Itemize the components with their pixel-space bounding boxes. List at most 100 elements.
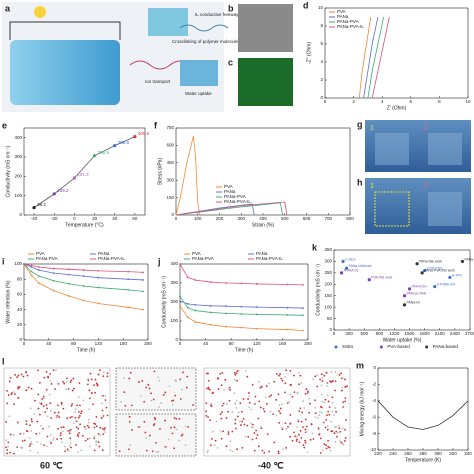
atom	[78, 415, 81, 417]
atom	[281, 403, 284, 406]
plot-frame	[23, 263, 149, 341]
panel-label: m	[356, 360, 364, 370]
atom	[305, 388, 308, 391]
atom	[7, 445, 9, 448]
atom	[278, 374, 280, 377]
atom	[229, 449, 232, 452]
photo-tag: 2	[424, 183, 428, 190]
atom	[71, 415, 73, 418]
atom	[171, 403, 174, 406]
atom	[296, 426, 299, 428]
atom	[71, 403, 74, 405]
atom	[259, 406, 262, 409]
series-line	[23, 263, 144, 273]
atom	[10, 393, 13, 395]
atom	[251, 423, 254, 426]
panel-label: e	[2, 120, 7, 130]
atom	[86, 383, 89, 386]
atom	[284, 422, 287, 425]
y-tick-label: 80	[17, 276, 23, 281]
atom	[210, 403, 213, 405]
atom	[186, 375, 189, 378]
atom	[333, 432, 336, 435]
atom	[299, 407, 302, 410]
atom	[100, 417, 103, 419]
atom	[289, 414, 292, 416]
atom	[253, 449, 256, 452]
atom	[7, 394, 10, 397]
atom	[241, 420, 244, 423]
atom	[225, 445, 228, 448]
atom	[279, 412, 282, 415]
legend-label: PANa-PVA-IL	[224, 199, 251, 204]
atom	[326, 394, 329, 397]
atom	[307, 390, 309, 393]
atom	[57, 411, 60, 414]
panel-label: a	[5, 3, 11, 13]
atom	[30, 387, 33, 390]
atom	[320, 412, 323, 414]
atom	[327, 400, 330, 403]
atom	[5, 439, 8, 442]
x-tick-label: 0	[179, 341, 182, 346]
md-inset	[115, 367, 197, 411]
atom	[49, 440, 52, 443]
atom	[78, 382, 81, 384]
atom	[14, 374, 16, 376]
atom	[87, 377, 89, 380]
x-tick-label: 600	[360, 331, 368, 336]
atom	[344, 378, 346, 381]
value-label: 306.9	[98, 150, 110, 155]
atom	[97, 441, 100, 443]
atom	[244, 435, 247, 438]
x-tick-label: 0	[23, 341, 26, 346]
atom	[145, 386, 148, 389]
point	[133, 134, 137, 139]
point	[186, 306, 189, 309]
atom	[9, 433, 12, 436]
x-tick-label: 600	[303, 216, 311, 221]
atom	[164, 391, 167, 394]
series-line	[371, 16, 390, 99]
point	[339, 271, 344, 275]
atom	[76, 433, 79, 436]
atom	[234, 422, 237, 425]
atom	[187, 425, 190, 428]
atom	[242, 418, 245, 420]
x-tick-label: 800	[346, 216, 354, 221]
atom	[131, 429, 133, 431]
atom	[140, 395, 143, 397]
atom	[251, 438, 254, 441]
atom	[93, 384, 95, 387]
atom	[13, 452, 15, 455]
atom	[319, 437, 322, 440]
atom	[50, 442, 53, 445]
atom	[104, 431, 107, 434]
atom	[288, 400, 291, 403]
point	[82, 275, 85, 278]
point-label: PANa-PVA-this work	[424, 269, 455, 273]
atom	[15, 446, 18, 448]
atom	[30, 430, 33, 433]
atom	[293, 391, 296, 394]
atom	[259, 426, 262, 428]
atom	[327, 445, 330, 448]
atom	[37, 393, 40, 396]
atom	[297, 433, 300, 436]
atom	[324, 426, 327, 429]
atom	[16, 376, 18, 379]
atom	[95, 443, 98, 446]
atom	[344, 400, 347, 403]
atom	[213, 444, 216, 447]
atom	[255, 437, 258, 440]
md-inset	[115, 413, 197, 457]
atom	[71, 389, 74, 392]
x-tick-label: 0	[333, 331, 336, 336]
atom	[328, 446, 331, 449]
atom	[151, 450, 154, 453]
x-tick-label: 120	[253, 341, 261, 346]
polymer-icon	[179, 24, 229, 32]
atom	[130, 404, 133, 407]
atom	[160, 402, 163, 405]
atom	[226, 403, 229, 405]
